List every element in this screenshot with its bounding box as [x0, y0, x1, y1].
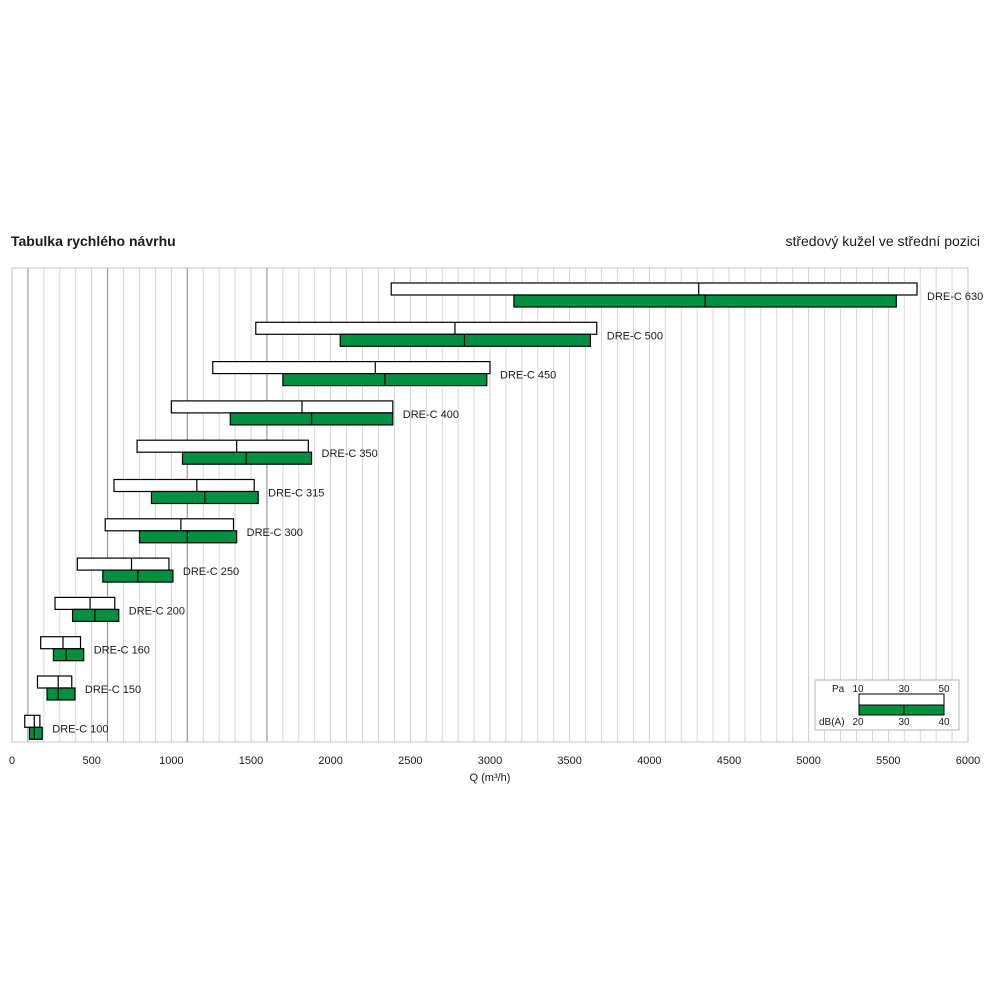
row-label: DRE-C 315: [268, 488, 324, 500]
pa-bar: [390, 282, 918, 296]
pa-bar: [104, 518, 235, 532]
row-label: DRE-C 150: [85, 684, 141, 696]
x-tick-label: 2500: [398, 755, 422, 767]
pa-bar: [136, 439, 309, 453]
legend-dba-tick: 40: [938, 717, 950, 728]
row-label: DRE-C 350: [322, 448, 378, 460]
x-tick-label: 1500: [239, 755, 263, 767]
legend-pa-label: Pa: [832, 684, 845, 695]
dba-bar: [52, 648, 85, 662]
dba-bar: [46, 687, 76, 701]
chart-title: Tabulka rychlého návrhu: [11, 233, 176, 249]
x-tick-label: 5500: [876, 755, 900, 767]
pa-bar: [76, 557, 170, 571]
x-tick-label: 3500: [557, 755, 581, 767]
pa-bar: [113, 478, 255, 493]
pa-bar: [54, 596, 116, 611]
x-tick-label: 0: [9, 755, 15, 767]
x-tick-label: 4500: [717, 755, 741, 767]
row-label: DRE-C 630: [927, 291, 983, 303]
x-tick-label: 2000: [318, 755, 342, 767]
row-label: DRE-C 100: [52, 723, 108, 735]
chart-subtitle: středový kužel ve střední pozici: [785, 233, 980, 249]
pa-bar: [24, 714, 41, 728]
row-label: DRE-C 400: [403, 409, 459, 421]
legend-pa-tick: 50: [938, 684, 950, 695]
row-label: DRE-C 160: [94, 645, 150, 657]
x-tick-label: 1000: [159, 755, 183, 767]
pa-bar: [212, 361, 491, 375]
legend-pa-tick: 30: [898, 684, 910, 695]
x-axis-label: Q (m³/h): [470, 772, 511, 784]
legend-dba-tick: 20: [852, 717, 864, 728]
plot-frame: [11, 267, 969, 743]
row-label: DRE-C 250: [183, 566, 239, 578]
dba-bar: [181, 451, 313, 465]
dba-bar: [28, 726, 43, 740]
row-label: DRE-C 300: [247, 527, 303, 539]
x-tick-label: 6000: [956, 755, 980, 767]
legend-dba-label: dB(A): [819, 717, 845, 728]
row-label: DRE-C 450: [500, 370, 556, 382]
dba-bar: [71, 608, 120, 623]
legend-pa-swatch: [858, 693, 945, 706]
pa-bar: [255, 321, 598, 335]
pa-bar: [170, 400, 394, 414]
row-label: DRE-C 200: [129, 605, 185, 617]
x-tick-label: 4000: [637, 755, 661, 767]
pa-bar: [36, 675, 73, 689]
legend-dba-tick: 30: [898, 717, 910, 728]
legend-dba-swatch: [858, 704, 945, 716]
row-label: DRE-C 500: [607, 330, 663, 342]
pa-bar: [40, 636, 82, 650]
x-tick-label: 500: [82, 755, 100, 767]
x-tick-label: 3000: [478, 755, 502, 767]
dba-bar: [138, 530, 238, 544]
x-tick-label: 5000: [796, 755, 820, 767]
legend-pa-tick: 10: [852, 684, 864, 695]
dba-bar: [339, 333, 591, 347]
